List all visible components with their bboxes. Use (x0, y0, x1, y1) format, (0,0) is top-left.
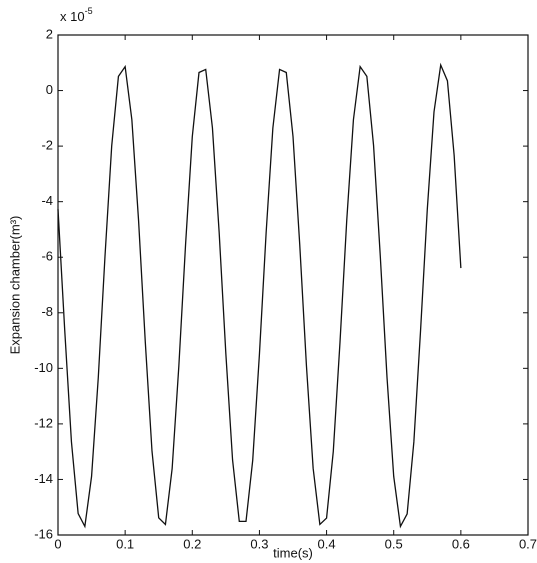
y-tick-label: 0 (46, 82, 53, 97)
y-tick-label: -4 (41, 193, 53, 208)
y-tick-label: -10 (34, 360, 53, 375)
y-multiplier-base: x 10 (60, 9, 85, 24)
y-tick-label: 2 (46, 26, 53, 41)
x-tick-label: 0 (54, 536, 61, 551)
chart: x 10-5 time(s) Expansion chamber(m³) -16… (0, 0, 537, 563)
x-tick-label: 0.7 (519, 536, 537, 551)
y-tick-label: -6 (41, 249, 53, 264)
plot-frame (58, 35, 528, 535)
y-axis-label: Expansion chamber(m³) (7, 216, 22, 355)
x-tick-label: 0.5 (385, 536, 403, 551)
x-tick-label: 0.6 (452, 536, 470, 551)
y-tick-label: -14 (34, 471, 53, 486)
data-line (58, 65, 461, 526)
y-multiplier: x 10-5 (60, 6, 93, 24)
x-tick-label: 0.2 (183, 536, 201, 551)
x-tick-label: 0.4 (318, 536, 336, 551)
x-tick-label: 0.1 (116, 536, 134, 551)
y-tick-label: -16 (34, 526, 53, 541)
y-tick-label: -8 (41, 304, 53, 319)
y-tick-label: -12 (34, 415, 53, 430)
page: {"chart_data": {"type": "line", "y_multi… (0, 0, 537, 563)
x-tick-label: 0.3 (250, 536, 268, 551)
x-axis-label: time(s) (273, 545, 313, 560)
y-tick-label: -2 (41, 138, 53, 153)
y-multiplier-exponent: -5 (85, 6, 93, 16)
